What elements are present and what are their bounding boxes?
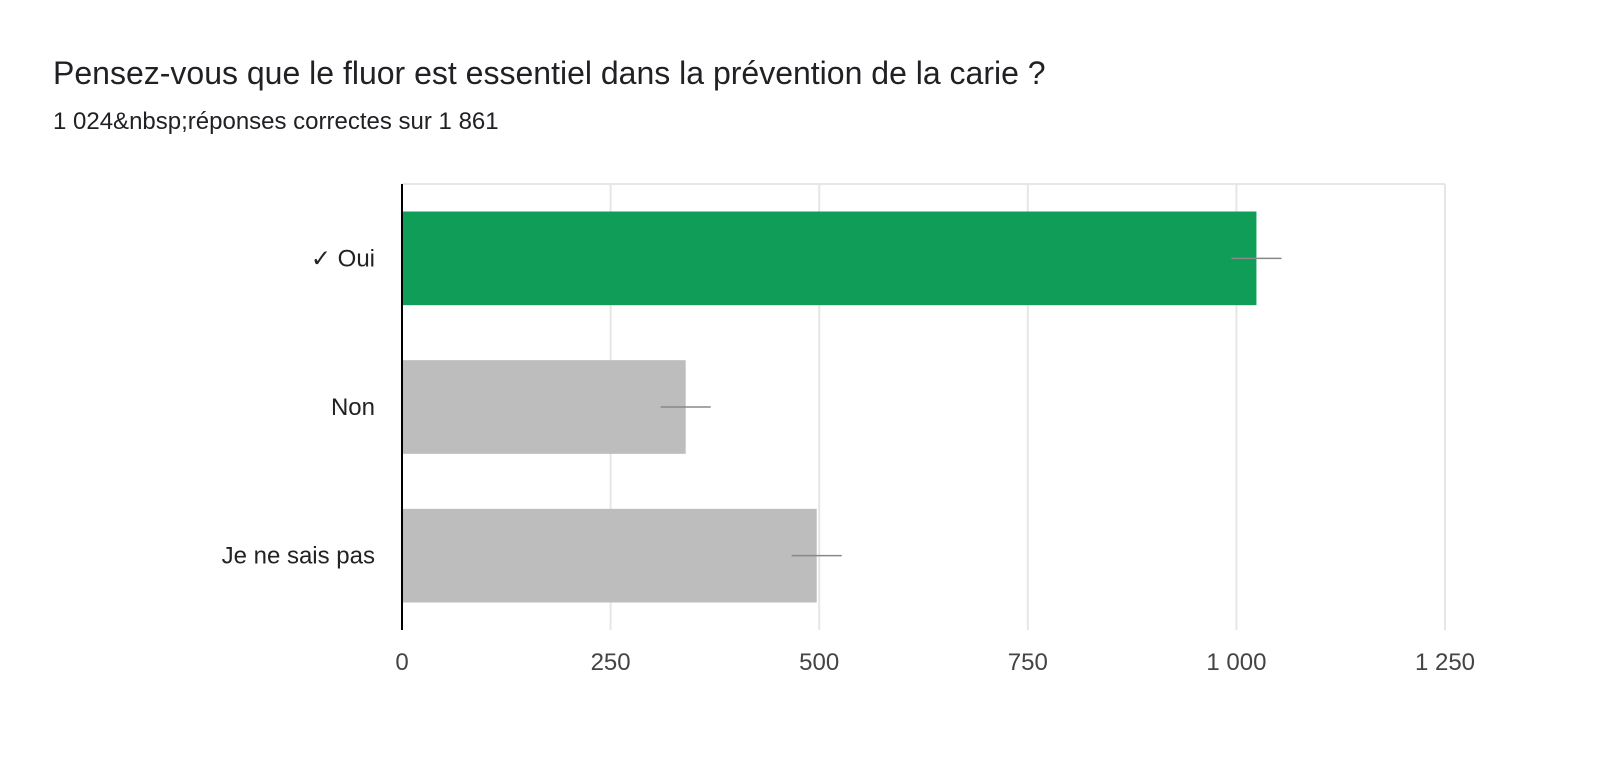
bar bbox=[402, 508, 817, 603]
bar bbox=[402, 360, 686, 454]
x-tick-label: 1 250 bbox=[1415, 649, 1475, 676]
category-label: Non bbox=[331, 394, 375, 421]
x-tick-label: 0 bbox=[395, 649, 408, 676]
x-tick-label: 750 bbox=[1008, 649, 1048, 676]
x-tick-label: 500 bbox=[799, 649, 839, 676]
chart-subtitle: 1 024&nbsp;réponses correctes sur 1 861 bbox=[53, 108, 499, 135]
error-bars bbox=[660, 257, 1282, 557]
x-tick-label: 1 000 bbox=[1206, 649, 1266, 676]
chart-title: Pensez-vous que le fluor est essentiel d… bbox=[53, 55, 1046, 91]
category-label: ✓ Oui bbox=[311, 245, 375, 272]
bar bbox=[402, 211, 1257, 306]
x-tick-label: 250 bbox=[591, 649, 631, 676]
category-label: Je ne sais pas bbox=[222, 543, 375, 570]
x-tick-labels: 0 250 500 750 1 000 1 250 bbox=[395, 649, 1475, 676]
bars bbox=[402, 211, 1257, 603]
category-labels: ✓ Oui Non Je ne sais pas bbox=[222, 245, 375, 569]
